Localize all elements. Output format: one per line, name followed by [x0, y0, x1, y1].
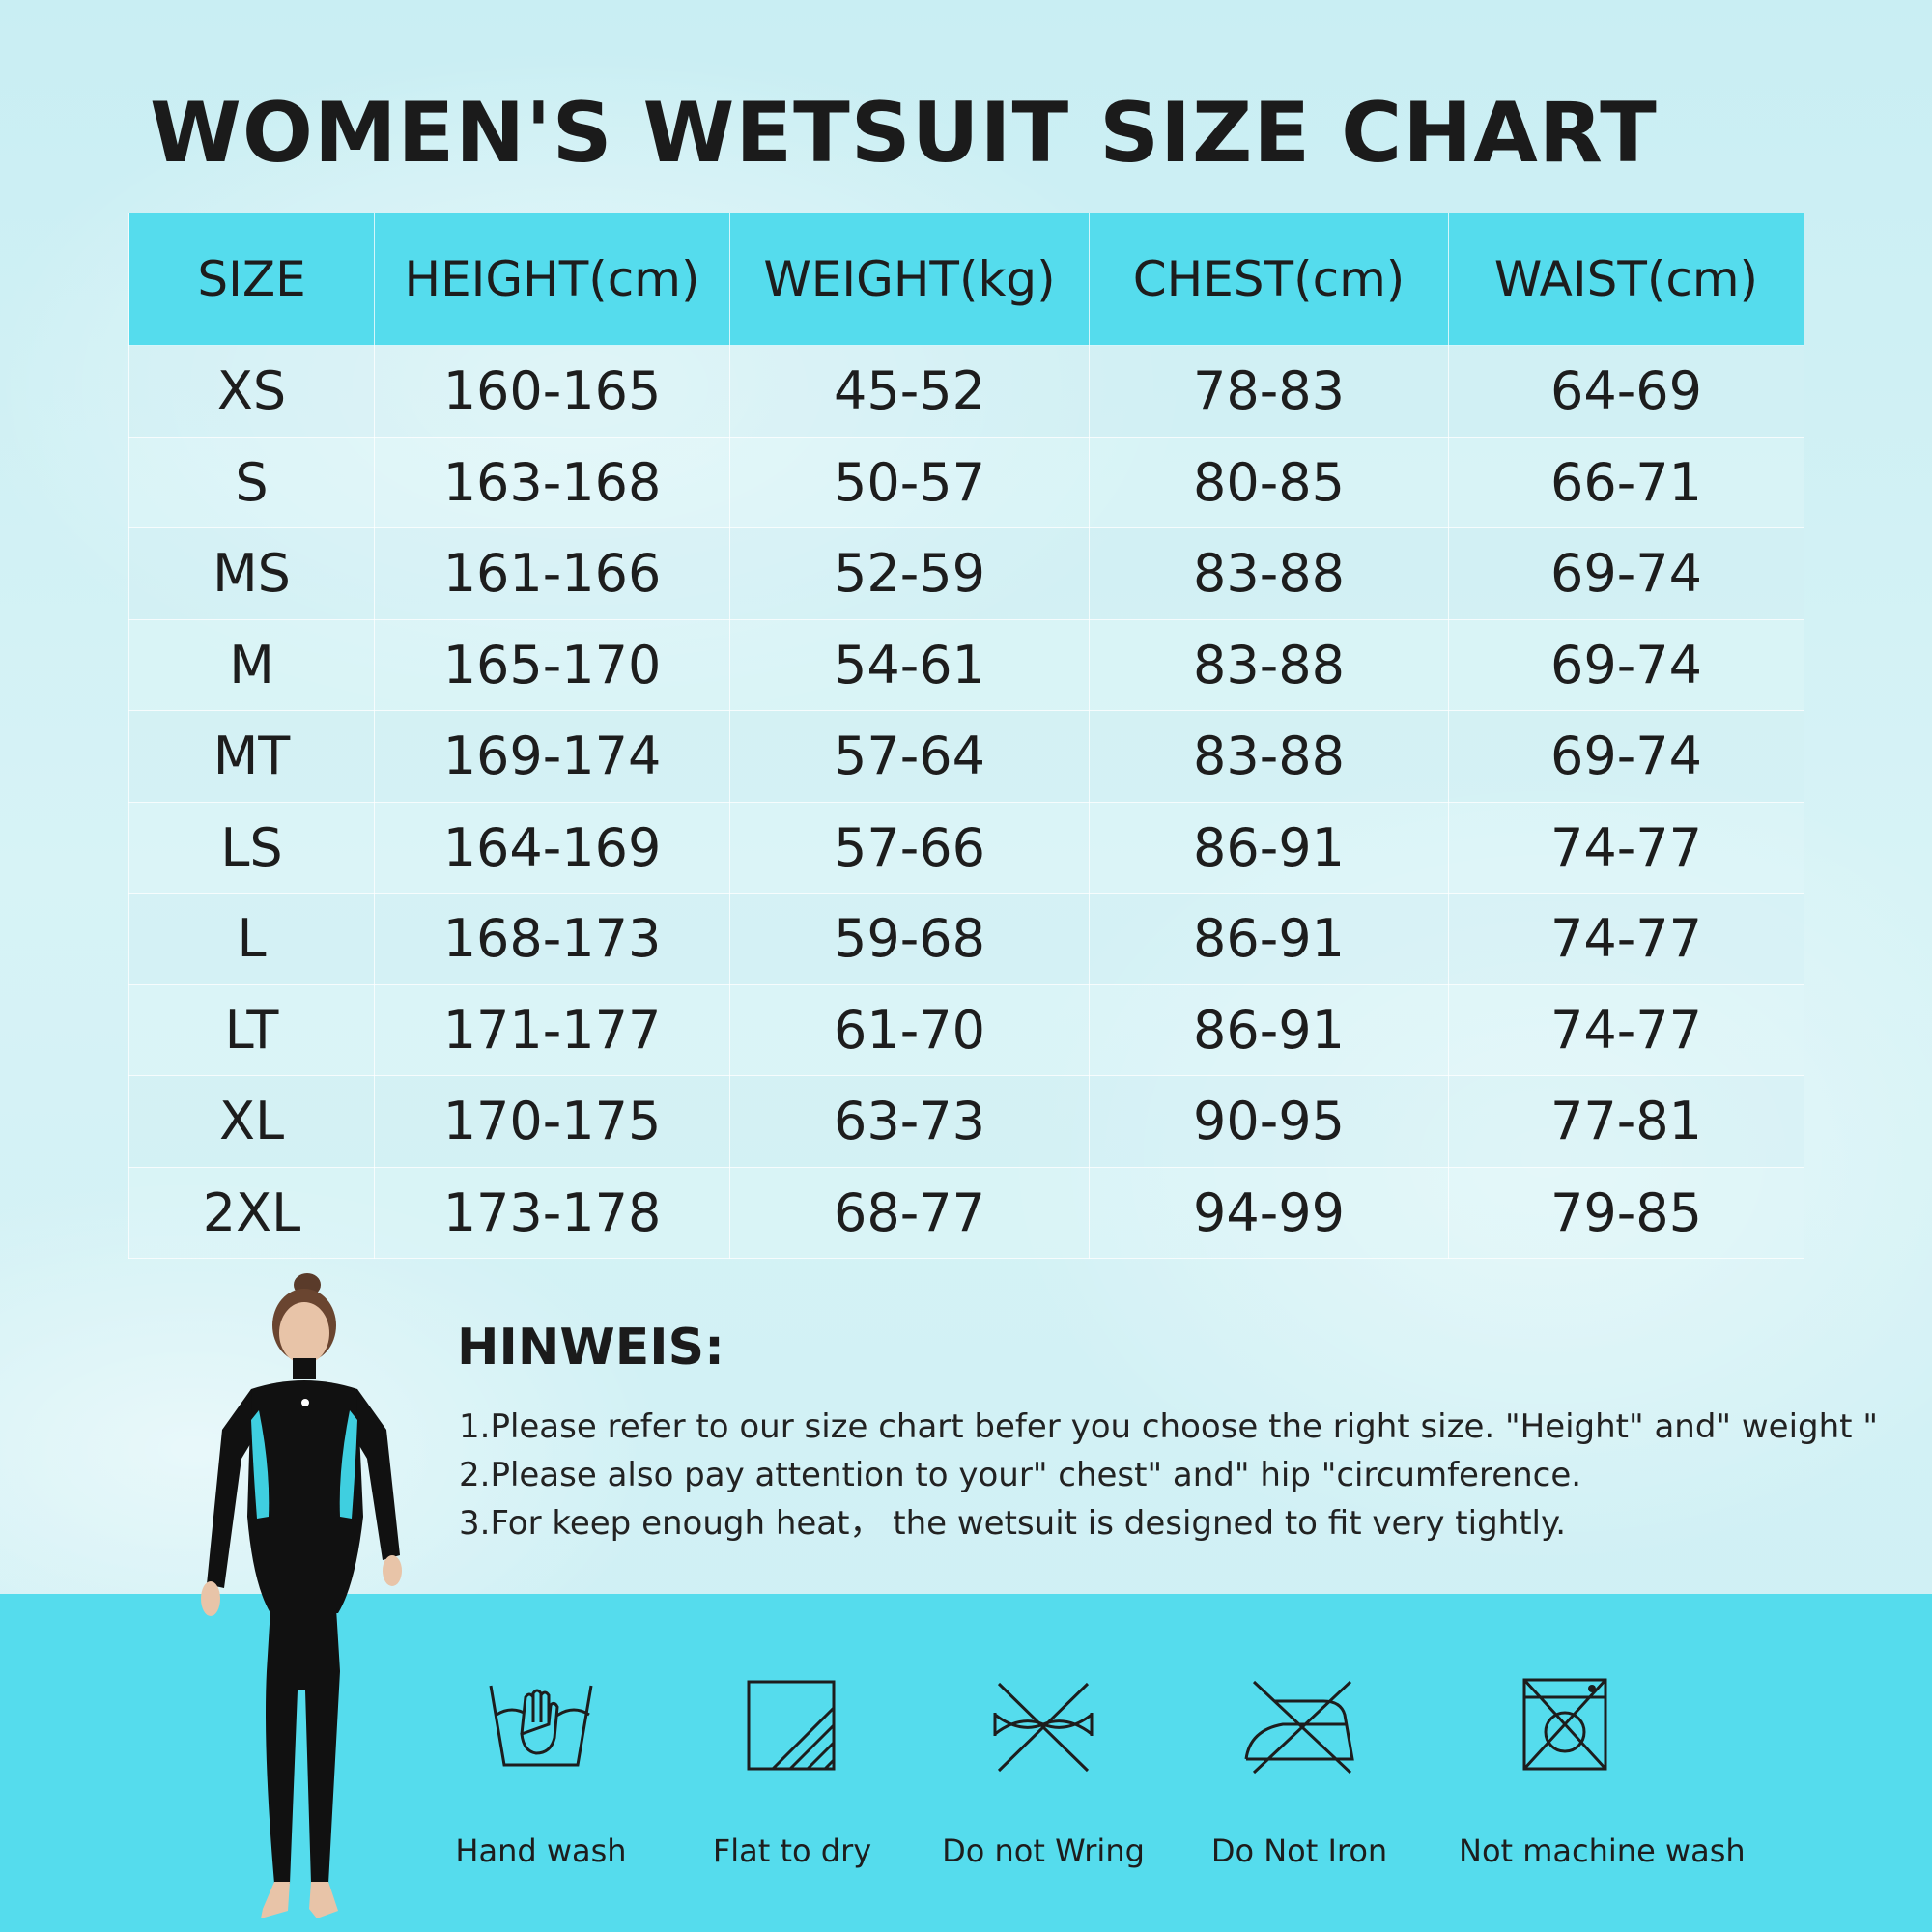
care-item: Hand wash — [435, 1676, 647, 1869]
cell-height: 163-168 — [374, 436, 730, 528]
cell-size: XL — [128, 1075, 375, 1168]
cell-size: XS — [128, 345, 375, 438]
hand-wash-icon — [489, 1685, 593, 1767]
cell-height: 173-178 — [374, 1166, 730, 1259]
cell-height: 169-174 — [374, 710, 730, 803]
care-item: Not machine wash — [1459, 1676, 1746, 1869]
care-label: Flat to dry — [712, 1833, 872, 1869]
note-line: 3.For keep enough heat， the wetsuit is d… — [459, 1504, 1567, 1543]
care-item: Flat to dry — [686, 1676, 898, 1869]
cell-waist: 79-85 — [1448, 1166, 1804, 1259]
cell-weight: 57-66 — [729, 801, 1090, 894]
cell-chest: 86-91 — [1089, 983, 1449, 1076]
cell-weight: 54-61 — [729, 618, 1090, 711]
cell-chest: 83-88 — [1089, 527, 1449, 620]
table-row: M 165-170 54-61 83-88 69-74 — [128, 618, 1804, 711]
care-label: Hand wash — [455, 1833, 627, 1869]
table-row: XL 170-175 63-73 90-95 77-81 — [128, 1075, 1804, 1168]
header-waist: WAIST(cm) — [1448, 213, 1804, 346]
table-row: S 163-168 50-57 80-85 66-71 — [128, 436, 1804, 528]
cell-waist: 74-77 — [1448, 893, 1804, 985]
cell-weight: 68-77 — [729, 1166, 1090, 1259]
cell-chest: 80-85 — [1089, 436, 1449, 528]
cell-waist: 66-71 — [1448, 436, 1804, 528]
cell-waist: 77-81 — [1448, 1075, 1804, 1168]
cell-height: 165-170 — [374, 618, 730, 711]
note-line: 1.Please refer to our size chart befer y… — [459, 1407, 1878, 1446]
cell-weight: 45-52 — [729, 345, 1090, 438]
no-machine-wash-icon — [1522, 1678, 1607, 1771]
cell-size: L — [128, 893, 375, 985]
cell-height: 164-169 — [374, 801, 730, 894]
table-row: LT 171-177 61-70 86-91 74-77 — [128, 983, 1804, 1076]
care-label: Not machine wash — [1459, 1833, 1746, 1869]
page-title: WOMEN'S WETSUIT SIZE CHART — [150, 85, 1658, 182]
cell-waist: 64-69 — [1448, 345, 1804, 438]
header-weight: WEIGHT(kg) — [729, 213, 1090, 346]
cell-weight: 59-68 — [729, 893, 1090, 985]
table-row: LS 164-169 57-66 86-91 74-77 — [128, 801, 1804, 894]
cell-height: 160-165 — [374, 345, 730, 438]
care-label: Do Not Iron — [1210, 1833, 1388, 1869]
cell-chest: 83-88 — [1089, 618, 1449, 711]
cell-size: MT — [128, 710, 375, 803]
table-header-row: SIZE HEIGHT(cm) WEIGHT(kg) CHEST(cm) WAI… — [128, 213, 1804, 346]
cell-height: 171-177 — [374, 983, 730, 1076]
cell-weight: 57-64 — [729, 710, 1090, 803]
cell-weight: 63-73 — [729, 1075, 1090, 1168]
cell-chest: 78-83 — [1089, 345, 1449, 438]
cell-size: M — [128, 618, 375, 711]
do-not-wring-icon — [993, 1682, 1094, 1773]
table-row: 2XL 173-178 68-77 94-99 79-85 — [128, 1166, 1804, 1259]
care-item: Do Not Iron — [1193, 1676, 1406, 1869]
table-row: MS 161-166 52-59 83-88 69-74 — [128, 527, 1804, 620]
cell-weight: 61-70 — [729, 983, 1090, 1076]
cell-waist: 69-74 — [1448, 710, 1804, 803]
header-height: HEIGHT(cm) — [374, 213, 730, 346]
cell-weight: 50-57 — [729, 436, 1090, 528]
cell-waist: 74-77 — [1448, 801, 1804, 894]
cell-height: 170-175 — [374, 1075, 730, 1168]
cell-size: S — [128, 436, 375, 528]
table-row: XS 160-165 45-52 78-83 64-69 — [128, 345, 1804, 438]
cell-height: 161-166 — [374, 527, 730, 620]
care-label: Do not Wring — [942, 1833, 1145, 1869]
note-heading: HINWEIS: — [457, 1319, 724, 1377]
cell-waist: 69-74 — [1448, 618, 1804, 711]
cell-waist: 69-74 — [1448, 527, 1804, 620]
cell-size: MS — [128, 527, 375, 620]
cell-chest: 86-91 — [1089, 801, 1449, 894]
note-line: 2.Please also pay attention to your" che… — [459, 1456, 1582, 1494]
cell-height: 168-173 — [374, 893, 730, 985]
do-not-iron-icon — [1244, 1680, 1354, 1775]
model-photo — [201, 1273, 402, 1918]
cell-chest: 86-91 — [1089, 893, 1449, 985]
table-row: L 168-173 59-68 86-91 74-77 — [128, 893, 1804, 985]
cell-size: LT — [128, 983, 375, 1076]
cell-chest: 90-95 — [1089, 1075, 1449, 1168]
header-size: SIZE — [128, 213, 375, 346]
flat-dry-icon — [747, 1680, 836, 1771]
cell-chest: 94-99 — [1089, 1166, 1449, 1259]
cell-waist: 74-77 — [1448, 983, 1804, 1076]
header-chest: CHEST(cm) — [1089, 213, 1449, 346]
cell-chest: 83-88 — [1089, 710, 1449, 803]
table-row: MT 169-174 57-64 83-88 69-74 — [128, 710, 1804, 803]
note-list: 1.Please refer to our size chart befer y… — [459, 1403, 1878, 1548]
size-chart-table: SIZE HEIGHT(cm) WEIGHT(kg) CHEST(cm) WAI… — [128, 213, 1804, 1259]
cell-size: LS — [128, 801, 375, 894]
cell-size: 2XL — [128, 1166, 375, 1259]
care-item: Do not Wring — [937, 1676, 1150, 1869]
cell-weight: 52-59 — [729, 527, 1090, 620]
